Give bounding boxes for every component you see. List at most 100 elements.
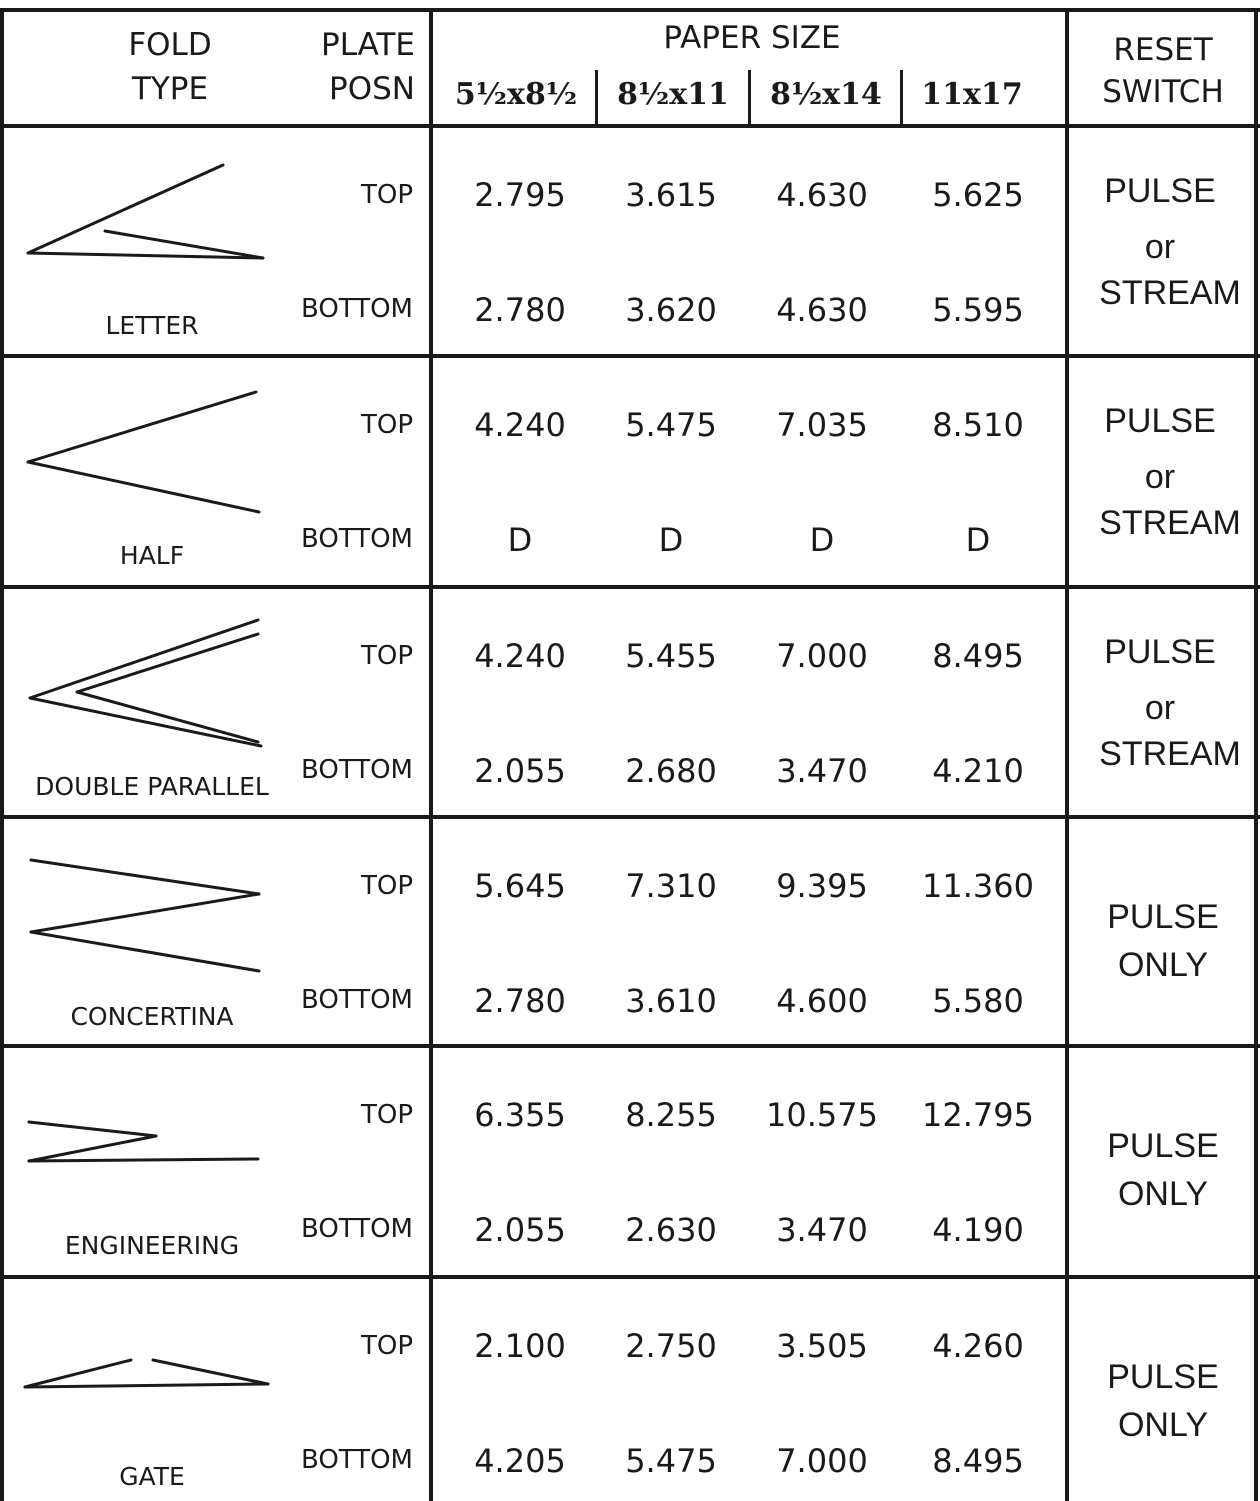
fold-name: HALF xyxy=(119,541,185,570)
size-divider-1 xyxy=(595,70,598,126)
value-top: 4.240 xyxy=(474,637,566,675)
size-header-4: 11x17 xyxy=(921,77,1023,112)
reset-switch-text: ONLY xyxy=(1117,1175,1209,1213)
value-bottom: D xyxy=(658,521,684,559)
reset-switch-text: PULSE xyxy=(1104,402,1216,440)
value-top: 7.000 xyxy=(776,637,868,675)
value-bottom: 8.495 xyxy=(932,1442,1024,1480)
fold-line xyxy=(151,1358,270,1386)
value-bottom: D xyxy=(965,521,991,559)
fold-line xyxy=(75,690,260,744)
value-top: 8.255 xyxy=(625,1096,717,1134)
size-divider-3 xyxy=(900,70,903,126)
value-top: 4.240 xyxy=(474,406,566,444)
value-bottom: 2.780 xyxy=(474,291,566,329)
fold-line xyxy=(26,460,261,514)
value-bottom: 3.470 xyxy=(776,1211,868,1249)
plate-posn-top: TOP xyxy=(360,1100,413,1130)
row-divider xyxy=(0,585,1260,589)
fold-line xyxy=(29,930,261,973)
value-top: 2.750 xyxy=(625,1327,717,1365)
value-bottom: D xyxy=(507,521,533,559)
value-bottom: 4.630 xyxy=(776,291,868,329)
plate-posn-bottom: BOTTOM xyxy=(300,755,413,785)
fold-line xyxy=(23,1382,270,1389)
row-divider xyxy=(0,1275,1260,1279)
value-top: 3.505 xyxy=(776,1327,868,1365)
value-top: 9.395 xyxy=(776,867,868,905)
fold-line xyxy=(27,1134,158,1163)
value-bottom: 2.055 xyxy=(474,1211,566,1249)
value-top: 4.260 xyxy=(932,1327,1024,1365)
value-top: 5.645 xyxy=(474,867,566,905)
row-divider xyxy=(0,354,1260,358)
value-top: 7.310 xyxy=(625,867,717,905)
value-bottom: 5.580 xyxy=(932,982,1024,1020)
value-bottom: 7.000 xyxy=(776,1442,868,1480)
fold-name: GATE xyxy=(119,1462,185,1491)
reset-switch-text: or xyxy=(1144,689,1176,727)
value-bottom: 2.630 xyxy=(625,1211,717,1249)
plate-posn-top: TOP xyxy=(360,1331,413,1361)
reset-switch-text: PULSE xyxy=(1107,1358,1219,1396)
value-top: 3.615 xyxy=(625,176,717,214)
reset-switch-text: or xyxy=(1144,458,1176,496)
fold-line xyxy=(28,696,263,748)
size-divider-2 xyxy=(748,70,751,126)
size-header-3: 8½x14 xyxy=(770,77,882,112)
value-top: 5.475 xyxy=(625,406,717,444)
value-top: 2.795 xyxy=(474,176,566,214)
value-top: 7.035 xyxy=(776,406,868,444)
plate-posn-top: TOP xyxy=(360,641,413,671)
fold-line xyxy=(27,1120,158,1138)
reset-switch-text: or xyxy=(1144,228,1176,266)
value-bottom: 3.620 xyxy=(625,291,717,329)
value-top: 5.625 xyxy=(932,176,1024,214)
value-top: 12.795 xyxy=(922,1096,1034,1134)
value-bottom: 4.190 xyxy=(932,1211,1024,1249)
header-posn: POSN xyxy=(329,71,415,107)
fold-name: DOUBLE PARALLEL xyxy=(35,772,269,801)
row-divider xyxy=(0,1044,1260,1048)
table-left-border xyxy=(0,8,4,1501)
fold-line xyxy=(26,251,265,260)
value-bottom: 4.600 xyxy=(776,982,868,1020)
reset-switch-text: ONLY xyxy=(1117,1406,1209,1444)
header-type: TYPE xyxy=(131,71,209,107)
value-top: 8.510 xyxy=(932,406,1024,444)
reset-switch-text: STREAM xyxy=(1099,274,1241,312)
value-bottom: 5.475 xyxy=(625,1442,717,1480)
value-bottom: 3.610 xyxy=(625,982,717,1020)
plate-posn-bottom: BOTTOM xyxy=(300,294,413,324)
value-bottom: 4.205 xyxy=(474,1442,566,1480)
value-top: 2.100 xyxy=(474,1327,566,1365)
row-divider xyxy=(0,124,1260,128)
fold-line xyxy=(103,229,265,260)
reset-switch-text: PULSE xyxy=(1107,898,1219,936)
reset-switch-text: ONLY xyxy=(1117,946,1209,984)
value-bottom: 5.595 xyxy=(932,291,1024,329)
divider-sizes-switch xyxy=(1065,8,1069,1501)
reset-switch-text: PULSE xyxy=(1107,1127,1219,1165)
fold-line xyxy=(23,1358,133,1389)
value-top: 8.495 xyxy=(932,637,1024,675)
value-bottom: 2.680 xyxy=(625,752,717,790)
header-reset: RESET xyxy=(1113,32,1213,68)
fold-line xyxy=(27,1157,260,1163)
value-top: 6.355 xyxy=(474,1096,566,1134)
plate-posn-top: TOP xyxy=(360,410,413,440)
row-divider xyxy=(0,815,1260,819)
plate-posn-bottom: BOTTOM xyxy=(300,1214,413,1244)
table-right-border xyxy=(1254,8,1258,1501)
fold-name: CONCERTINA xyxy=(70,1002,234,1031)
plate-posn-bottom: BOTTOM xyxy=(300,985,413,1015)
size-header-2: 8½x11 xyxy=(617,77,729,112)
fold-line xyxy=(26,163,225,255)
value-bottom: 3.470 xyxy=(776,752,868,790)
reset-switch-text: STREAM xyxy=(1099,504,1241,542)
fold-name: LETTER xyxy=(105,311,199,340)
divider-plate-sizes xyxy=(429,8,433,1501)
header-plate: PLATE xyxy=(321,27,415,63)
value-top: 5.455 xyxy=(625,637,717,675)
